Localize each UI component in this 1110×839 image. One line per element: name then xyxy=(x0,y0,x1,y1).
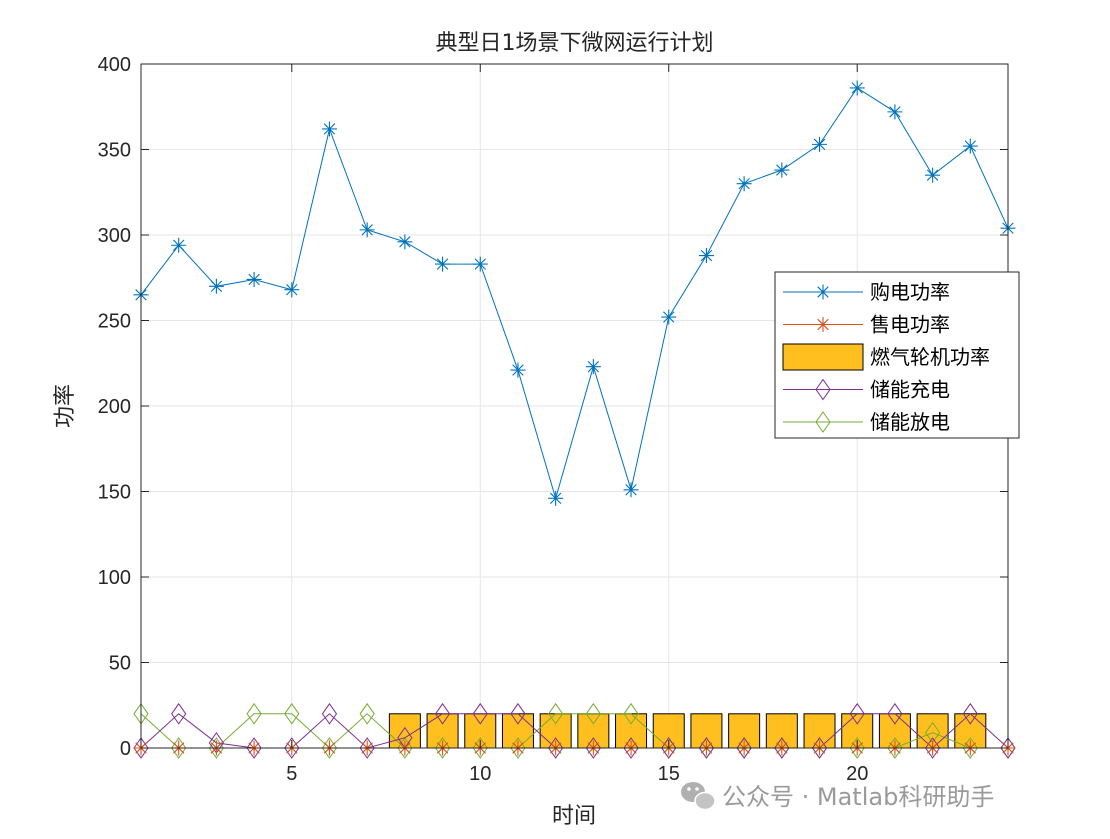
y-tick-label: 200 xyxy=(98,396,131,418)
data-point xyxy=(736,737,752,759)
data-point xyxy=(887,702,903,725)
legend-label: 储能放电 xyxy=(870,410,950,434)
data-point xyxy=(698,737,715,759)
data-point xyxy=(962,702,978,725)
data-point xyxy=(962,138,978,154)
data-point xyxy=(321,737,338,759)
data-point xyxy=(774,737,790,759)
data-point xyxy=(548,737,564,759)
legend-label: 储能充电 xyxy=(870,378,950,402)
y-tick-label: 300 xyxy=(98,225,131,247)
data-point xyxy=(321,702,338,725)
series-line xyxy=(140,87,1009,501)
y-tick-label: 100 xyxy=(98,567,131,589)
data-point xyxy=(661,737,677,759)
data-point xyxy=(171,737,187,759)
data-point xyxy=(321,121,337,137)
watermark-text: 公众号 · Matlab科研助手 xyxy=(722,783,994,811)
y-tick-label: 0 xyxy=(120,738,131,760)
y-tick-label: 350 xyxy=(98,140,131,162)
data-point xyxy=(623,482,639,498)
data-point xyxy=(171,237,187,253)
data-point xyxy=(208,737,225,759)
data-point xyxy=(849,702,865,725)
data-point xyxy=(359,737,375,759)
wechat-icon xyxy=(681,782,716,811)
data-point xyxy=(774,162,790,178)
data-point xyxy=(208,278,224,294)
data-point xyxy=(397,234,413,250)
data-point xyxy=(585,359,601,375)
data-point xyxy=(887,737,903,759)
legend-marker xyxy=(815,378,831,401)
data-point xyxy=(133,737,149,759)
y-tick-label: 150 xyxy=(98,482,131,504)
data-point xyxy=(435,256,451,272)
y-tick-label: 400 xyxy=(98,54,131,76)
data-point xyxy=(1000,737,1016,759)
legend-marker xyxy=(815,411,831,433)
data-point xyxy=(359,222,375,238)
x-tick-label: 10 xyxy=(469,763,491,785)
legend-marker xyxy=(815,284,831,300)
data-point xyxy=(510,362,526,378)
data-point xyxy=(661,309,677,325)
data-point xyxy=(924,737,941,759)
data-point xyxy=(397,737,413,759)
data-point xyxy=(812,136,828,152)
chart-title: 典型日1场景下微网运行计划 xyxy=(436,31,714,56)
data-point xyxy=(623,737,639,759)
data-point xyxy=(811,737,828,759)
data-point xyxy=(246,737,262,759)
y-tick-label: 50 xyxy=(109,653,131,675)
data-point xyxy=(925,167,941,183)
data-point xyxy=(623,702,639,725)
data-point xyxy=(472,702,488,725)
data-point xyxy=(585,702,601,725)
data-point xyxy=(585,737,601,759)
y-tick-label: 250 xyxy=(98,311,131,333)
data-point xyxy=(359,702,375,725)
data-point xyxy=(472,737,488,759)
x-tick-label: 5 xyxy=(286,763,297,785)
data-point xyxy=(548,702,564,725)
legend-swatch xyxy=(782,343,864,371)
x-tick-label: 20 xyxy=(846,763,868,785)
data-point xyxy=(284,702,300,725)
data-point xyxy=(284,737,300,759)
data-point xyxy=(698,248,714,264)
watermark: 公众号 · Matlab科研助手 xyxy=(681,782,994,811)
legend-label: 购电功率 xyxy=(870,280,950,304)
y-axis-title: 功率 xyxy=(53,384,78,428)
data-point xyxy=(434,702,451,725)
data-point xyxy=(171,702,187,725)
data-point xyxy=(284,282,300,298)
legend-label: 燃气轮机功率 xyxy=(870,345,990,369)
x-axis-title: 时间 xyxy=(552,804,596,829)
data-point xyxy=(849,737,865,759)
data-point xyxy=(246,702,262,725)
data-point xyxy=(246,271,262,287)
data-point xyxy=(962,737,978,759)
legend-marker xyxy=(815,317,831,332)
data-point xyxy=(510,737,526,759)
data-point xyxy=(736,176,752,192)
data-point xyxy=(472,256,488,272)
legend-label: 售电功率 xyxy=(870,313,950,337)
data-point xyxy=(510,702,526,725)
x-tick-label: 15 xyxy=(658,763,680,785)
data-point xyxy=(548,490,564,506)
data-point xyxy=(887,104,903,120)
grid xyxy=(141,63,1008,749)
axis-ticks: 0 50 100 150 200 250 300 350 400 5 10 15 20 xyxy=(98,54,1008,785)
data-point xyxy=(849,80,865,96)
data-point xyxy=(434,737,451,759)
